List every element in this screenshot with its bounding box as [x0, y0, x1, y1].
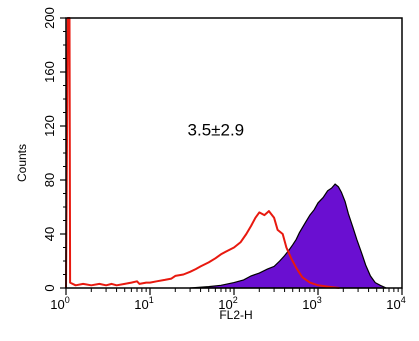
x-tick-exponent: 3 — [317, 295, 322, 305]
annotation-mean-sd: 3.5±2.9 — [188, 120, 245, 139]
x-tick-exponent: 0 — [65, 295, 70, 305]
y-tick-label: 80 — [42, 173, 57, 187]
control-histogram — [65, 17, 340, 289]
y-tick-label: 200 — [42, 7, 57, 29]
y-axis-title: Counts — [15, 144, 29, 182]
y-tick-label: 40 — [42, 227, 57, 241]
stained-histogram — [190, 183, 387, 289]
x-tick-base: 10 — [218, 297, 232, 312]
y-tick-label: 0 — [42, 284, 57, 291]
x-tick-exponent: 4 — [401, 295, 406, 305]
y-tick-label: 120 — [42, 115, 57, 137]
x-tick-exponent: 1 — [149, 295, 154, 305]
x-tick-exponent: 2 — [233, 295, 238, 305]
y-tick-label: 160 — [42, 61, 57, 83]
x-tick-label: 103 — [302, 295, 321, 312]
x-tick-label: 100 — [50, 295, 69, 312]
x-tick-base: 10 — [50, 297, 64, 312]
x-tick-label: 104 — [386, 295, 405, 312]
x-tick-label: 102 — [218, 295, 237, 312]
plot-area — [65, 17, 387, 289]
x-tick-base: 10 — [134, 297, 148, 312]
x-tick-label: 101 — [134, 295, 153, 312]
x-axis-title: FL2-H — [219, 308, 252, 322]
x-tick-base: 10 — [386, 297, 400, 312]
x-tick-base: 10 — [302, 297, 316, 312]
